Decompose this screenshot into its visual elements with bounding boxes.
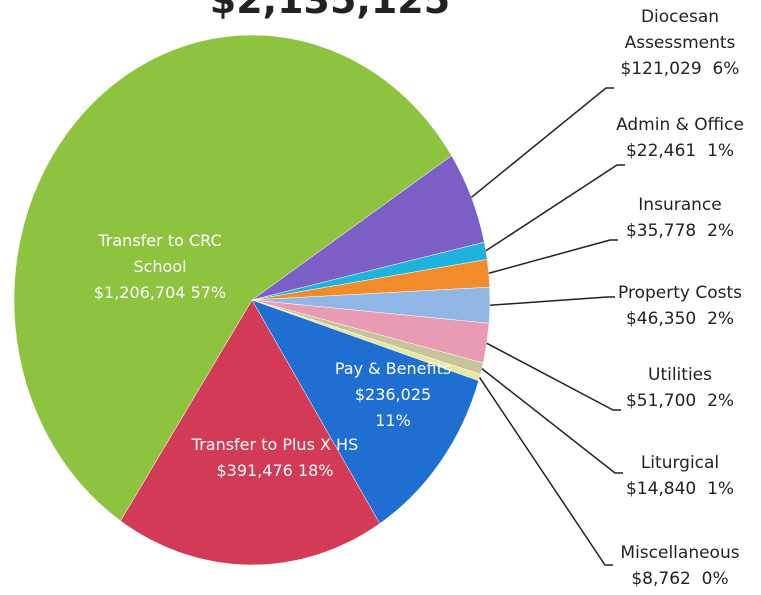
slice-label: Admin & Office $22,461 1% [595, 112, 761, 164]
value-label: $121,029 [620, 59, 702, 79]
leader-line [488, 239, 618, 274]
category-name: Insurance [638, 195, 722, 215]
slice-label: Liturgical $14,840 1% [595, 450, 761, 502]
percent-label: 1% [707, 479, 735, 499]
value-row: $121,029 6% [595, 56, 761, 82]
category-name: Pay & Benefits [334, 359, 452, 378]
slice-label: Miscellaneous $8,762 0% [595, 540, 761, 592]
percent-label: 11% [375, 411, 411, 430]
leader-line [478, 377, 613, 566]
value-row: $1,206,704 57% [70, 280, 250, 306]
value-label: $391,476 [216, 461, 293, 480]
slice-label: Diocesan Assessments $121,029 6% [595, 4, 761, 82]
value-row: $8,762 0% [595, 566, 761, 592]
percent-label: 57% [190, 283, 227, 302]
value-label: $8,762 [631, 569, 691, 589]
value-label: $46,350 [625, 309, 697, 329]
slice-label: Utilities $51,700 2% [595, 362, 761, 414]
slice-label: Property Costs $46,350 2% [595, 280, 761, 332]
slice-label: Transfer to Plus X HS $391,476 18% [180, 432, 370, 484]
leader-line [489, 296, 615, 306]
category-name: Miscellaneous [620, 543, 740, 563]
category-name: Property Costs [618, 283, 742, 303]
category-name: Diocesan Assessments [624, 7, 736, 53]
chart-title: $2,135,125 [209, 0, 451, 22]
percent-label: 0% [701, 569, 729, 589]
category-name: Transfer to CRC School [98, 231, 222, 276]
value-row: $236,025 11% [318, 382, 468, 434]
pie-slice [251, 299, 479, 524]
value-label: $35,778 [625, 221, 697, 241]
category-name: Admin & Office [616, 115, 744, 135]
leader-line [485, 164, 625, 252]
pie-slice [120, 299, 381, 566]
percent-label: 6% [712, 59, 740, 79]
leader-line [470, 87, 614, 198]
value-label: $1,206,704 [93, 283, 186, 302]
value-row: $391,476 18% [180, 458, 370, 484]
percent-label: 2% [707, 391, 735, 411]
value-row: $46,350 2% [595, 306, 761, 332]
slice-label: Pay & Benefits $236,025 11% [318, 356, 468, 434]
value-row: $14,840 1% [595, 476, 761, 502]
pie-slice [13, 34, 452, 522]
value-row: $35,778 2% [595, 218, 761, 244]
percent-label: 18% [297, 461, 334, 480]
value-label: $14,840 [625, 479, 697, 499]
value-row: $51,700 2% [595, 388, 761, 414]
value-row: $22,461 1% [595, 138, 761, 164]
value-label: $22,461 [625, 141, 697, 161]
leader-line [481, 368, 623, 474]
leader-line [486, 342, 621, 411]
category-name: Utilities [648, 365, 712, 385]
value-label: $51,700 [625, 391, 697, 411]
slice-label: Transfer to CRC School $1,206,704 57% [70, 228, 250, 306]
category-name: Transfer to Plus X HS [191, 435, 359, 454]
percent-label: 2% [707, 221, 735, 241]
percent-label: 2% [707, 309, 735, 329]
value-label: $236,025 [354, 385, 432, 404]
category-name: Liturgical [640, 453, 720, 473]
slice-label: Insurance $35,778 2% [595, 192, 761, 244]
percent-label: 1% [707, 141, 735, 161]
